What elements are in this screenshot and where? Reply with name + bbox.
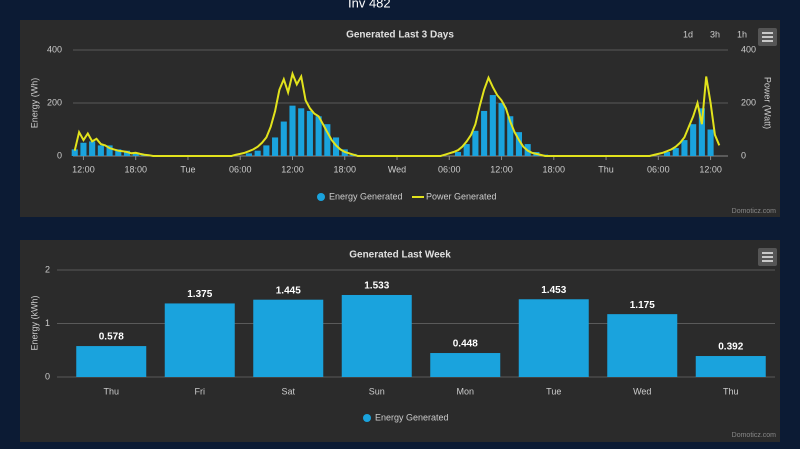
range-button[interactable]: 3h (710, 29, 720, 39)
bar (518, 299, 589, 377)
menu-button[interactable] (758, 248, 777, 266)
legend-label[interactable]: Power Generated (426, 191, 497, 201)
bar (76, 346, 147, 377)
bar (454, 152, 462, 156)
bar (272, 137, 279, 156)
x-tick-label: 12:00 (72, 164, 95, 174)
bar (672, 148, 679, 156)
data-label: 1.375 (187, 289, 212, 300)
y-axis-label: Energy (kWh) (29, 295, 39, 350)
data-label: 1.175 (630, 300, 655, 311)
credit: Domoticz.com (732, 208, 777, 215)
legend-marker (363, 414, 371, 422)
bar (695, 356, 766, 377)
bar (489, 95, 496, 156)
page-header: Inv 482 (348, 0, 391, 10)
bar (341, 294, 412, 377)
range-button[interactable]: 1h (737, 29, 747, 39)
bar (498, 103, 505, 156)
panel (20, 20, 780, 217)
bar (164, 303, 235, 377)
bar (481, 110, 488, 156)
y-tick-label: 0 (45, 371, 50, 381)
chart-title: Generated Last Week (349, 250, 451, 261)
legend-marker (317, 193, 325, 201)
x-tick-label: 06:00 (438, 164, 461, 174)
x-tick-label: 06:00 (229, 164, 252, 174)
bar (707, 129, 714, 156)
bar (698, 108, 705, 156)
legend-label[interactable]: Energy Generated (375, 412, 449, 422)
x-tick-label: Fri (195, 386, 206, 396)
bar (115, 149, 122, 156)
x-tick-label: Tue (546, 386, 561, 396)
x-tick-label: Thu (723, 386, 739, 396)
x-tick-label: Tue (180, 164, 195, 174)
bar (690, 124, 697, 156)
data-label: 0.448 (453, 339, 478, 350)
bar (298, 108, 305, 156)
x-tick-label: Sat (281, 386, 295, 396)
bar (132, 152, 139, 156)
bar (507, 116, 514, 156)
bar (306, 110, 313, 156)
x-tick-label: 12:00 (281, 164, 304, 174)
y2-axis-label: Power (Watt) (763, 77, 773, 129)
data-label: 1.533 (364, 281, 389, 292)
x-tick-label: Sun (369, 386, 385, 396)
bar (472, 130, 479, 156)
x-tick-label: 18:00 (333, 164, 356, 174)
bar (80, 142, 87, 156)
bar (97, 145, 104, 156)
bar (681, 140, 688, 156)
bar (607, 314, 678, 377)
x-tick-label: 18:00 (124, 164, 147, 174)
y-tick-label: 200 (47, 97, 62, 107)
bar (245, 153, 252, 156)
bar (89, 141, 96, 156)
bar (324, 124, 331, 156)
x-tick-label: 12:00 (699, 164, 722, 174)
bar (123, 150, 131, 156)
y2-tick-label: 400 (741, 44, 756, 54)
x-tick-label: Thu (598, 164, 614, 174)
x-tick-label: 06:00 (647, 164, 670, 174)
bar (463, 144, 470, 156)
range-button[interactable]: 1d (683, 29, 693, 39)
bar (71, 149, 78, 156)
data-label: 1.445 (276, 285, 301, 296)
y-tick-label: 0 (57, 150, 62, 160)
menu-button[interactable] (758, 28, 777, 46)
data-label: 0.392 (718, 342, 743, 353)
line (73, 70, 721, 157)
y2-tick-label: 200 (741, 97, 756, 107)
y-tick-label: 2 (45, 264, 50, 274)
x-tick-label: 18:00 (543, 164, 566, 174)
bar (253, 299, 324, 377)
x-tick-label: Wed (633, 386, 651, 396)
bar (515, 132, 523, 156)
bar (663, 152, 671, 156)
bar (430, 353, 501, 377)
y-axis-label: Energy (Wh) (29, 78, 39, 129)
bar (315, 116, 322, 156)
bar (280, 121, 287, 156)
data-label: 1.453 (541, 285, 566, 296)
data-label: 0.578 (99, 332, 124, 343)
x-tick-label: Mon (456, 386, 474, 396)
bar (254, 150, 261, 156)
credit: Domoticz.com (732, 432, 777, 439)
y2-tick-label: 0 (741, 150, 746, 160)
x-tick-label: Thu (103, 386, 119, 396)
x-tick-label: 12:00 (490, 164, 513, 174)
y-tick-label: 400 (47, 44, 62, 54)
chart-title: Generated Last 3 Days (346, 30, 454, 41)
y-tick-label: 1 (45, 318, 50, 328)
legend-label[interactable]: Energy Generated (329, 191, 403, 201)
bar (106, 145, 113, 156)
bar (289, 105, 296, 156)
x-tick-label: Wed (388, 164, 406, 174)
bar (263, 145, 270, 156)
